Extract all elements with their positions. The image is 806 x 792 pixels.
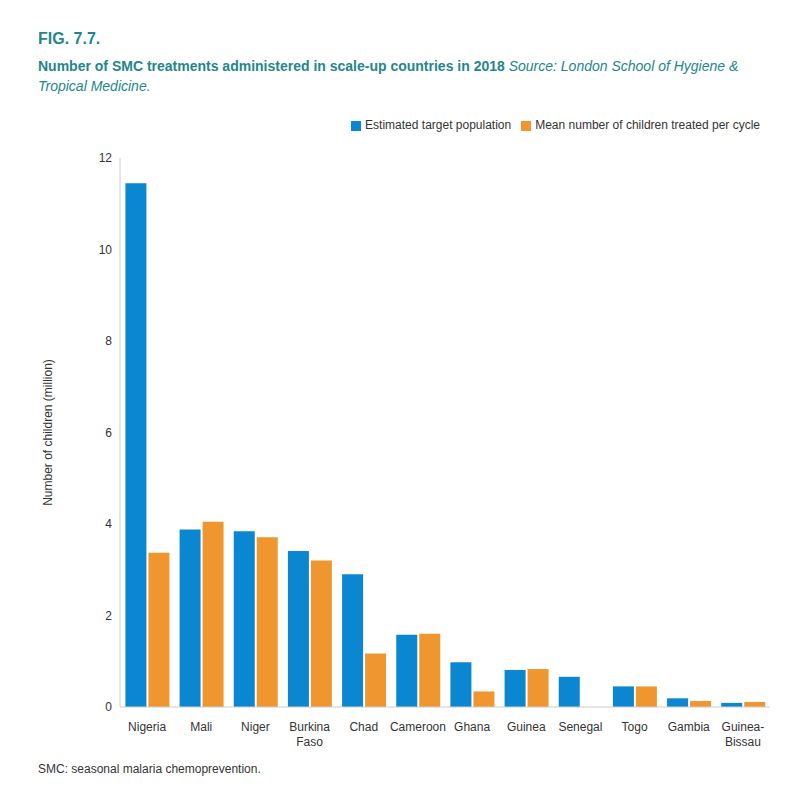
svg-text:Mali: Mali — [190, 720, 212, 734]
svg-text:Guinea: Guinea — [507, 720, 546, 734]
svg-text:Number of children (million): Number of children (million) — [41, 359, 55, 506]
html-text:SMC: seasonal malaria chemopre: SMC: seasonal malaria chemoprevention. — [38, 762, 261, 776]
svg-text:6: 6 — [105, 426, 112, 440]
svg-text:10: 10 — [99, 243, 113, 257]
svg-text:Cameroon: Cameroon — [390, 720, 446, 734]
html-text:Estimated target population: Estimated target population — [365, 118, 512, 132]
svg-text:12: 12 — [99, 151, 113, 165]
svg-text:0: 0 — [105, 700, 112, 714]
svg-text:Niger: Niger — [241, 720, 270, 734]
html-text:Mean number of children treate: Mean number of children treated per cycl… — [535, 118, 760, 132]
html-text:Number of SMC treatments admin: Number of SMC treatments administered in… — [38, 58, 739, 94]
svg-text:Nigeria: Nigeria — [128, 720, 166, 734]
svg-text:Gambia: Gambia — [668, 720, 710, 734]
svg-text:4: 4 — [105, 517, 112, 531]
svg-text:Chad: Chad — [349, 720, 378, 734]
svg-text:2: 2 — [105, 609, 112, 623]
svg-text:Togo: Togo — [622, 720, 648, 734]
svg-text:Ghana: Ghana — [454, 720, 490, 734]
svg-text:Senegal: Senegal — [558, 720, 602, 734]
html-text:FIG. 7.7.: FIG. 7.7. — [38, 30, 101, 47]
svg-text:Guinea-Bissau: Guinea-Bissau — [722, 720, 765, 749]
svg-text:BurkinaFaso: BurkinaFaso — [289, 720, 330, 749]
svg-text:8: 8 — [105, 334, 112, 348]
